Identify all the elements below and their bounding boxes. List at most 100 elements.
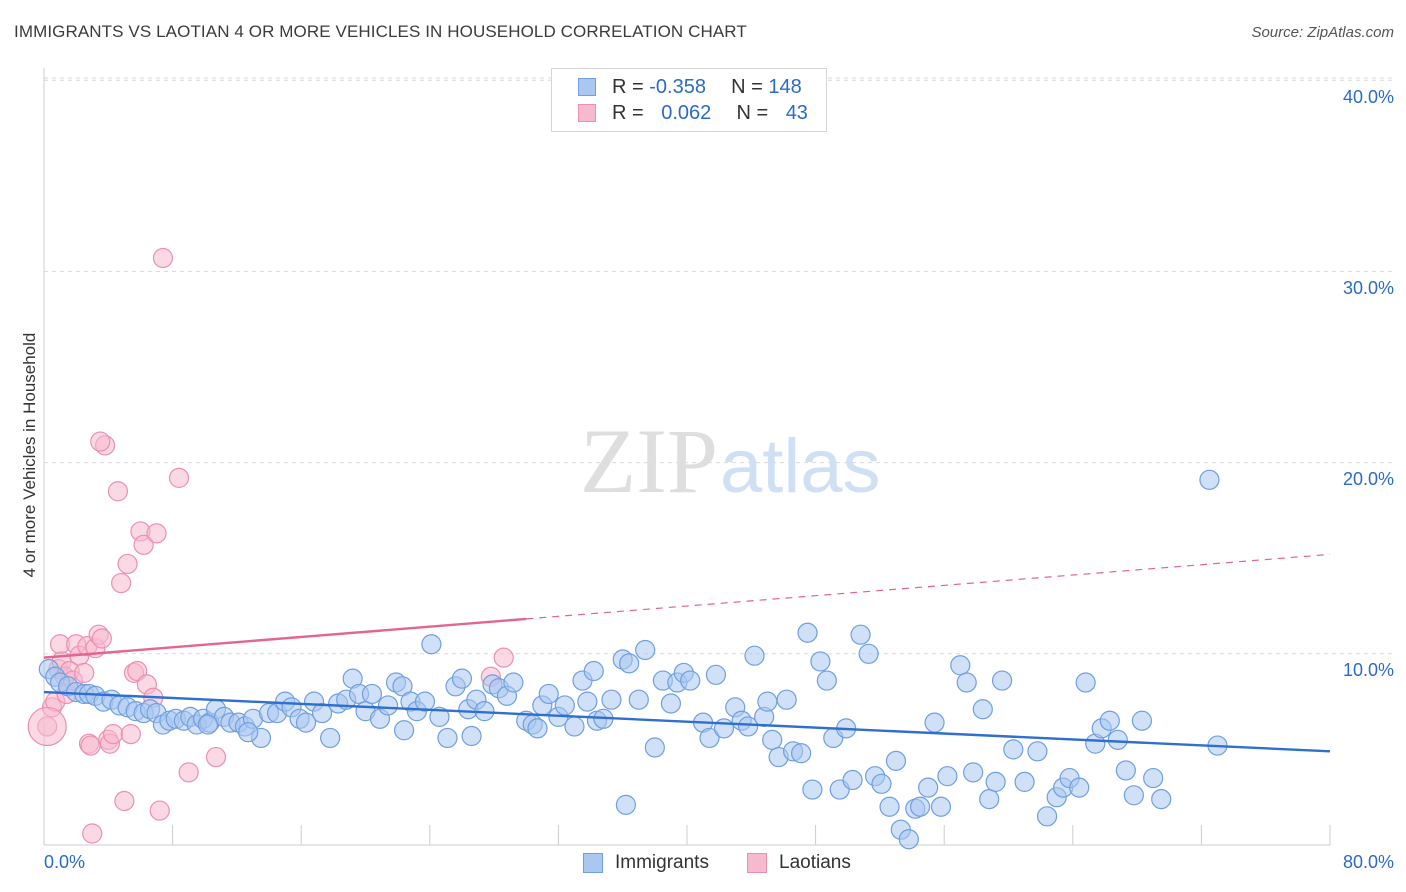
- laotians-point: [168, 467, 190, 488]
- immigrants-point: [361, 683, 383, 705]
- laotians-swatch: [747, 853, 767, 873]
- n-label: N =: [736, 102, 769, 124]
- immigrants-point: [461, 725, 482, 747]
- laotians-point: [133, 534, 154, 555]
- immigrants-point: [937, 766, 958, 787]
- n-value: 148: [768, 76, 802, 98]
- laotians-point: [493, 647, 514, 668]
- laotians-point: [152, 247, 174, 269]
- immigrants-point: [1069, 777, 1090, 798]
- immigrants-point: [713, 718, 735, 739]
- immigrants-point: [311, 702, 333, 724]
- trendlines: [43, 553, 1331, 753]
- laotians-point: [80, 735, 101, 756]
- x-tick-label-max: 80.0%: [1342, 852, 1394, 872]
- immigrants-point: [680, 670, 701, 691]
- laotians-point: [117, 553, 138, 575]
- laotians-point: [114, 790, 135, 812]
- immigrants-point: [744, 645, 765, 666]
- immigrants-point: [320, 727, 341, 749]
- legend-label-immigrants: Immigrants: [615, 852, 709, 873]
- immigrants-point: [295, 712, 317, 733]
- immigrants-point: [950, 655, 971, 676]
- immigrants-point: [909, 796, 931, 817]
- immigrants-point: [871, 773, 892, 794]
- immigrants-point: [527, 718, 548, 739]
- n-value: 43: [785, 102, 808, 124]
- immigrants-point: [1099, 710, 1120, 731]
- immigrants-point: [762, 729, 783, 750]
- immigrants-point: [377, 695, 399, 716]
- y-tick-label: 30.0%: [1342, 278, 1394, 298]
- source-credit: Source: ZipAtlas.com: [1251, 24, 1394, 41]
- immigrants-point: [1123, 785, 1144, 806]
- laotians-point: [91, 628, 112, 649]
- laotians-point: [27, 706, 67, 747]
- immigrants-point: [393, 720, 415, 741]
- immigrants-point: [924, 712, 945, 733]
- immigrants-point: [1131, 710, 1153, 731]
- watermark-atlas: atlas: [720, 424, 881, 509]
- laotians-point: [90, 431, 111, 452]
- immigrants-point: [972, 699, 993, 720]
- y-tick-label: 40.0%: [1342, 87, 1394, 107]
- immigrants-point: [1151, 789, 1172, 810]
- immigrants-point: [802, 779, 823, 800]
- immigrants-point: [776, 689, 797, 710]
- immigrants-point: [699, 727, 720, 749]
- immigrants-point: [421, 634, 442, 655]
- immigrants-point: [577, 691, 598, 712]
- immigrants-point: [554, 695, 575, 716]
- immigrants-point: [429, 706, 450, 727]
- immigrants-point: [1199, 469, 1220, 490]
- laotians-point: [178, 762, 199, 783]
- watermark: ZIP atlas: [580, 410, 881, 512]
- immigrants-point: [238, 722, 259, 743]
- immigrants-point: [1014, 771, 1035, 793]
- immigrants-point: [979, 789, 1000, 810]
- immigrants-point: [956, 672, 977, 693]
- laotians-point: [107, 481, 129, 502]
- immigrants-point: [1075, 672, 1096, 693]
- immigrants-point: [850, 624, 871, 645]
- r-label: R =: [612, 102, 644, 124]
- immigrants-point: [660, 693, 682, 714]
- immigrants-point: [991, 670, 1013, 691]
- immigrants-point: [1003, 739, 1024, 760]
- immigrants-point: [757, 691, 778, 712]
- immigrants-point: [816, 670, 837, 691]
- immigrants-point: [451, 668, 473, 689]
- r-label: R =: [612, 76, 644, 98]
- laotians-point: [205, 746, 227, 768]
- immigrants-point: [918, 777, 939, 798]
- immigrants-point: [628, 689, 649, 710]
- immigrants-point: [985, 771, 1006, 793]
- immigrants-point: [503, 672, 524, 693]
- immigrants-points: [38, 469, 1228, 850]
- gridlines: [44, 77, 1392, 655]
- immigrants-point: [842, 769, 863, 791]
- immigrants-point: [705, 664, 727, 685]
- immigrants-point: [635, 639, 656, 661]
- immigrants-point: [885, 750, 907, 771]
- chart-title: IMMIGRANTS VS LAOTIAN 4 OR MORE VEHICLES…: [14, 22, 747, 41]
- immigrants-point: [797, 622, 818, 643]
- y-tick-label: 10.0%: [1342, 660, 1394, 680]
- immigrants-point: [1115, 760, 1136, 781]
- immigrants-swatch: [578, 78, 596, 96]
- laotians-points: [27, 247, 514, 844]
- correlation-legend: R = -0.358 N = 148 R = 0.062 N = 43: [551, 68, 827, 132]
- y-axis-title: 4 or more Vehicles in Household: [20, 332, 39, 578]
- immigrants-point: [810, 651, 831, 672]
- laotians-point: [111, 572, 132, 594]
- immigrants-point: [858, 643, 879, 664]
- laotians-point: [103, 724, 124, 745]
- immigrants-point: [583, 660, 604, 682]
- immigrants-point: [1036, 806, 1058, 827]
- immigrants-point: [197, 714, 219, 735]
- x-tick-label-min: 0.0%: [44, 852, 86, 872]
- laotians-point: [120, 724, 141, 745]
- watermark-zip: ZIP: [580, 410, 718, 512]
- r-value: 0.062: [661, 102, 712, 124]
